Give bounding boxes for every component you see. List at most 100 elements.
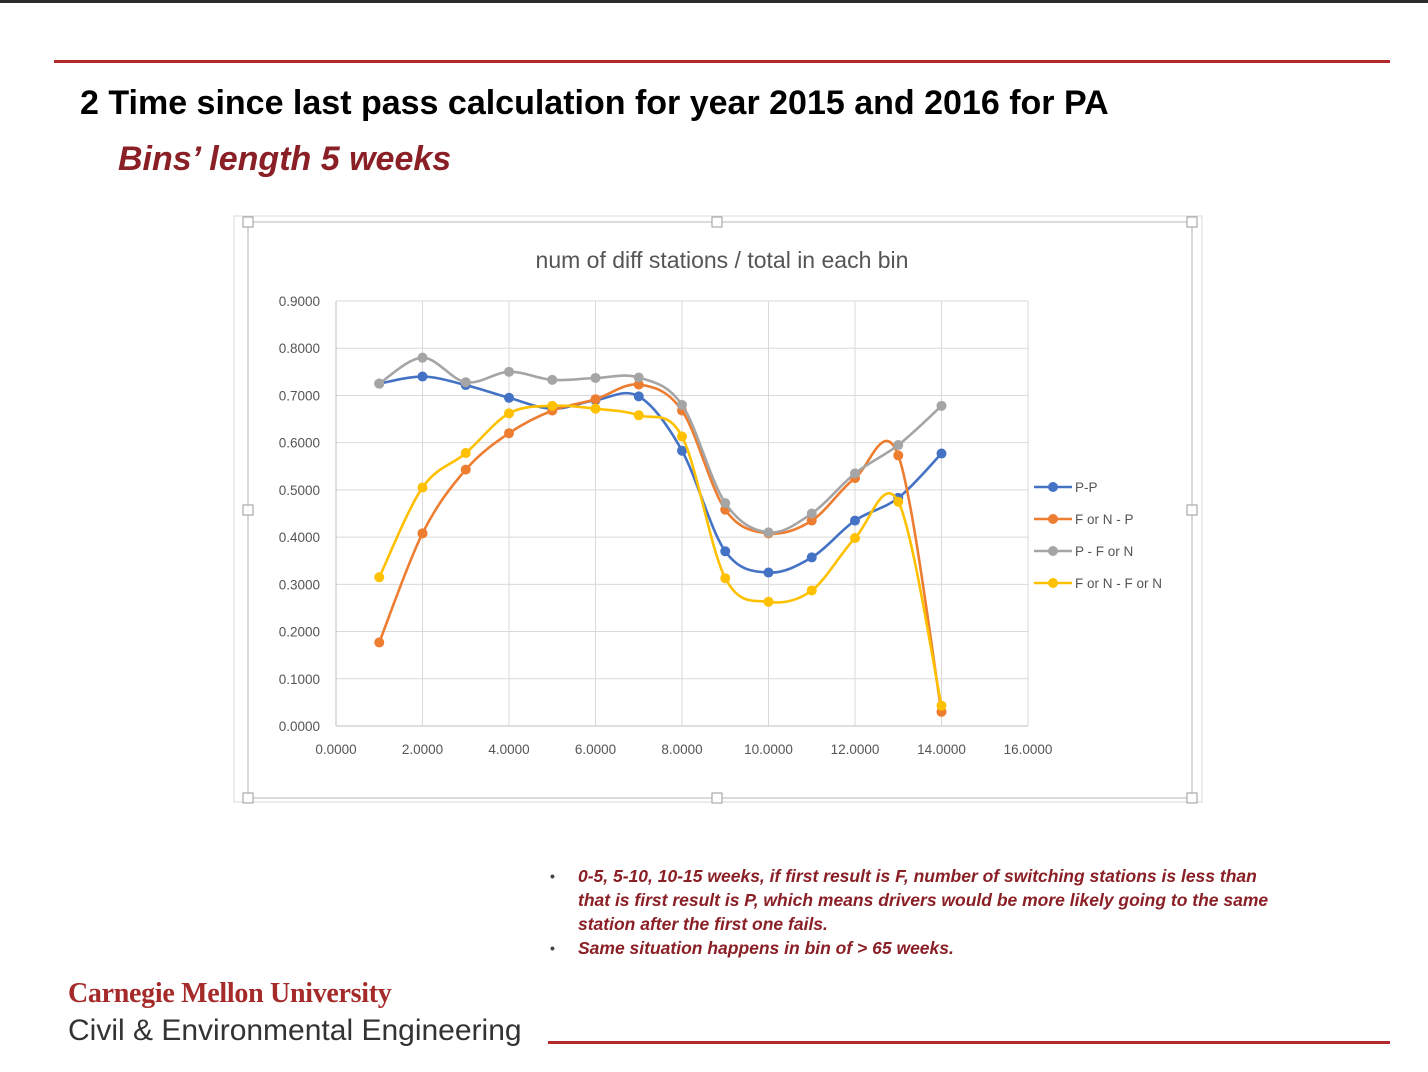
legend-label: P-P — [1075, 480, 1098, 495]
data-point — [460, 448, 471, 459]
department-name: Civil & Environmental Engineering — [68, 1014, 522, 1047]
data-point — [806, 552, 817, 563]
header-rule — [54, 60, 1390, 63]
x-tick-label: 0.0000 — [315, 742, 356, 757]
resize-handle — [1186, 792, 1198, 804]
slide-title: 2 Time since last pass calculation for y… — [80, 84, 1109, 122]
data-point — [806, 508, 817, 519]
resize-handle — [242, 792, 254, 804]
x-tick-label: 2.0000 — [402, 742, 443, 757]
chart-title: num of diff stations / total in each bin — [536, 247, 909, 273]
legend-marker — [1048, 482, 1058, 492]
data-point — [806, 585, 817, 596]
data-point — [547, 400, 558, 411]
data-point — [633, 372, 644, 383]
x-tick-label: 16.0000 — [1004, 742, 1053, 757]
y-tick-label: 0.8000 — [279, 341, 320, 356]
data-point — [936, 700, 947, 711]
data-point — [374, 572, 385, 583]
data-point — [720, 498, 731, 509]
data-point — [633, 391, 644, 402]
legend-marker — [1048, 514, 1058, 524]
x-tick-label: 14.0000 — [917, 742, 966, 757]
data-point — [590, 394, 601, 405]
legend-label: F or N - F or N — [1075, 576, 1162, 591]
bullet-dot-icon: • — [550, 868, 555, 884]
resize-handle — [1186, 504, 1198, 516]
data-point — [417, 482, 428, 493]
y-tick-label: 0.6000 — [279, 436, 320, 451]
bullet-text: 0-5, 5-10, 10-15 weeks, if first result … — [578, 866, 1269, 934]
x-tick-label: 10.0000 — [744, 742, 793, 757]
series-line-0 — [379, 375, 943, 574]
data-point — [893, 440, 904, 451]
y-tick-label: 0.7000 — [279, 388, 320, 403]
y-tick-label: 0.5000 — [279, 483, 320, 498]
x-tick-label: 12.0000 — [831, 742, 880, 757]
y-tick-label: 0.0000 — [279, 719, 320, 734]
data-point — [504, 428, 514, 439]
legend-marker — [1048, 578, 1058, 588]
data-point — [720, 546, 731, 557]
data-point — [850, 533, 860, 544]
x-tick-label: 8.0000 — [661, 742, 702, 757]
y-tick-label: 0.9000 — [279, 294, 320, 309]
data-point — [677, 445, 687, 456]
data-point — [374, 637, 385, 648]
y-tick-label: 0.3000 — [279, 577, 320, 592]
data-point — [374, 378, 385, 389]
resize-handle — [242, 504, 254, 516]
data-point — [936, 400, 947, 411]
university-logo-text: Carnegie Mellon University — [68, 978, 392, 1009]
data-point — [936, 448, 947, 459]
data-point — [720, 573, 731, 584]
legend-marker — [1048, 546, 1058, 556]
y-tick-label: 0.2000 — [279, 625, 320, 640]
chart-frame — [247, 221, 1193, 799]
y-tick-label: 0.1000 — [279, 672, 320, 687]
resize-handle — [711, 792, 723, 804]
resize-handle — [711, 216, 723, 228]
bullet-text: Same situation happens in bin of > 65 we… — [578, 938, 954, 958]
x-tick-label: 6.0000 — [575, 742, 616, 757]
bullet-item: • Same situation happens in bin of > 65 w… — [548, 936, 1288, 960]
data-point — [460, 464, 471, 475]
resize-handle — [242, 216, 254, 228]
data-point — [547, 374, 558, 385]
y-tick-label: 0.4000 — [279, 530, 320, 545]
bullet-item: • 0-5, 5-10, 10-15 weeks, if first result… — [548, 864, 1288, 936]
data-point — [677, 431, 687, 442]
x-tick-label: 4.0000 — [488, 742, 529, 757]
data-point — [677, 399, 687, 410]
bullet-dot-icon: • — [550, 940, 555, 956]
resize-handle — [1186, 216, 1198, 228]
data-point — [893, 496, 904, 507]
data-point — [633, 379, 644, 390]
data-point — [763, 596, 774, 607]
chart-container[interactable]: num of diff stations / total in each bin… — [226, 208, 1216, 818]
data-point — [460, 377, 471, 388]
data-point — [504, 366, 514, 377]
line-chart: num of diff stations / total in each bin… — [233, 215, 1203, 804]
series-line-2 — [378, 356, 943, 534]
data-point — [763, 567, 774, 578]
data-point — [417, 371, 428, 382]
data-point — [850, 515, 860, 526]
slide-subtitle: Bins’ length 5 weeks — [118, 140, 452, 178]
data-point — [504, 408, 514, 419]
data-point — [417, 528, 428, 539]
data-point — [850, 468, 860, 479]
data-point — [504, 392, 514, 403]
data-point — [590, 403, 601, 414]
legend-label: P - F or N — [1075, 544, 1133, 559]
data-point — [590, 372, 601, 383]
footer-rule — [548, 1041, 1390, 1044]
data-point — [893, 450, 904, 461]
data-point — [806, 515, 817, 526]
bullet-list: • 0-5, 5-10, 10-15 weeks, if first result… — [548, 864, 1288, 960]
data-point — [417, 352, 428, 363]
top-border — [0, 0, 1428, 3]
data-point — [763, 527, 774, 538]
data-point — [633, 410, 644, 421]
legend-label: F or N - P — [1075, 512, 1134, 527]
